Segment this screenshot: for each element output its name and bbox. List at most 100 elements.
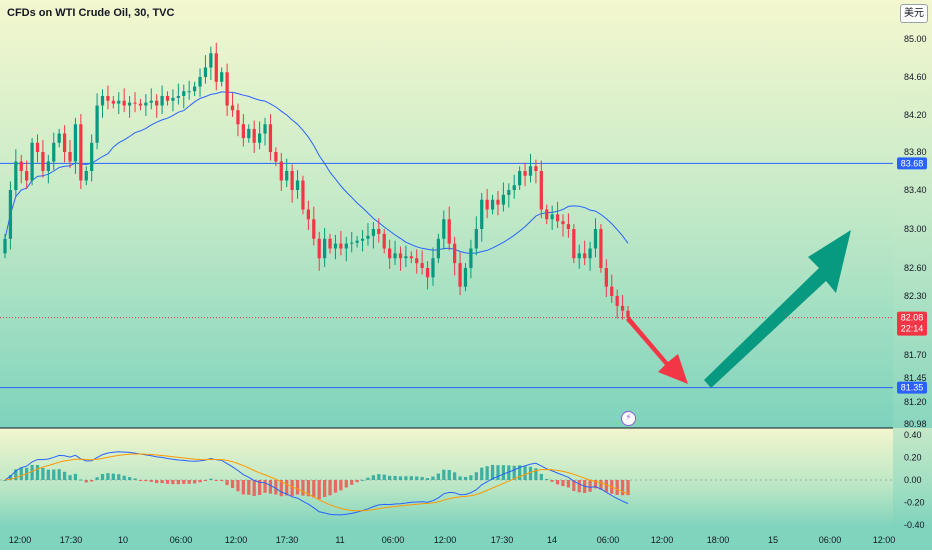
candle-up (490, 199, 495, 210)
macd-histogram-bar (57, 469, 61, 480)
time-tick-label: 06:00 (382, 535, 405, 545)
candle-up (187, 91, 191, 93)
candle-up (8, 190, 13, 239)
candle-up (442, 219, 446, 239)
candle-down (19, 161, 23, 171)
macd-tick-label: -0.20 (904, 498, 925, 508)
macd-histogram-bar (214, 480, 218, 481)
macd-histogram-bar (561, 480, 565, 487)
macd-histogram-bar (615, 480, 619, 495)
macd-histogram-bar (247, 480, 251, 495)
macd-histogram-bar (209, 478, 213, 480)
macd-histogram-bar (106, 473, 110, 480)
price-axis-background (893, 0, 932, 528)
macd-histogram-bar (73, 473, 78, 480)
macd-line (4, 451, 629, 516)
currency-button[interactable]: 美元 (900, 4, 928, 23)
candle-up (469, 248, 473, 268)
price-tag-label: 81.35 (901, 383, 924, 393)
macd-histogram-bar (252, 480, 256, 496)
candle-up (355, 240, 359, 243)
candle-up (182, 91, 186, 96)
time-tick-label: 06:00 (597, 535, 620, 545)
macd-histogram-bar (317, 480, 321, 500)
candle-down (236, 110, 240, 125)
lightning-icon[interactable]: ⚡ (621, 411, 636, 426)
time-tick-label: 12:00 (651, 535, 674, 545)
candle-down (610, 286, 614, 296)
candle-up (323, 238, 327, 259)
macd-histogram-bar (344, 480, 348, 488)
candle-down (230, 105, 235, 111)
price-pane-background (0, 0, 932, 428)
macd-histogram-bar (46, 469, 50, 480)
macd-histogram-bar (122, 475, 126, 480)
candle-down (122, 100, 126, 106)
macd-histogram-bar (19, 467, 23, 480)
macd-histogram-bar (490, 464, 495, 480)
annotation-arrows[interactable] (626, 230, 851, 388)
candle-up (149, 100, 153, 103)
macd-histogram-bar (323, 480, 327, 497)
price-tag-bg (897, 157, 927, 170)
candle-down (409, 256, 413, 259)
macd-histogram-bar (577, 480, 581, 493)
candle-up (431, 258, 435, 278)
macd-histogram-bar (268, 480, 273, 494)
candle-down (615, 296, 619, 306)
macd-histogram-bar (620, 480, 625, 496)
macd-histogram-bar (62, 471, 67, 480)
candle-down (41, 152, 45, 171)
macd-histogram-bar (545, 478, 549, 480)
candle-up (577, 253, 581, 259)
macd-histogram-bar (8, 475, 13, 480)
macd-histogram-bar (555, 480, 560, 485)
macd-histogram-bar (263, 480, 267, 493)
candle-up (30, 142, 34, 181)
macd-histogram-bar (539, 473, 543, 480)
price-tick-label: 82.30 (904, 291, 927, 301)
candle-up (192, 86, 197, 92)
candle-up (393, 253, 397, 259)
candle-up (52, 142, 56, 162)
candle-down (317, 238, 321, 259)
candle-down (301, 180, 305, 210)
candle-down (583, 253, 587, 259)
macd-histogram-bar (507, 465, 511, 480)
candle-down (62, 133, 67, 152)
candle-down (453, 243, 457, 264)
macd-histogram-bar (203, 480, 208, 481)
candle-up (463, 268, 468, 287)
candle-down (312, 219, 316, 239)
macd-histogram-bar (523, 466, 527, 480)
time-tick-label: 06:00 (170, 535, 193, 545)
macd-histogram-bar (393, 475, 397, 480)
candle-down (398, 253, 403, 259)
macd-histogram-bar (312, 480, 316, 498)
candle-down (545, 209, 549, 220)
candle-down (388, 248, 392, 259)
candle-down (252, 128, 256, 143)
macd-histogram-bar (160, 480, 164, 484)
candle-up (171, 97, 175, 101)
macd-histogram-bar (388, 475, 392, 480)
candle-up (90, 142, 94, 171)
candle-up (512, 185, 516, 190)
macd-histogram-bar (165, 480, 170, 484)
price-tick-label: 83.80 (904, 147, 927, 157)
candle-up (333, 243, 338, 249)
green-up-arrow (704, 230, 851, 388)
candle-down (165, 96, 170, 101)
macd-histogram-bar (382, 474, 386, 480)
macd-histogram-bar (447, 469, 451, 480)
candle-up (127, 102, 132, 106)
candle-down (268, 124, 273, 152)
candle-up (344, 243, 348, 249)
time-tick-label: 12:00 (225, 535, 248, 545)
candle-up (593, 229, 598, 249)
macd-histogram-bar (496, 465, 500, 480)
candle-up (285, 171, 289, 181)
candle-down (572, 229, 576, 259)
macd-histogram-bar (371, 475, 376, 480)
